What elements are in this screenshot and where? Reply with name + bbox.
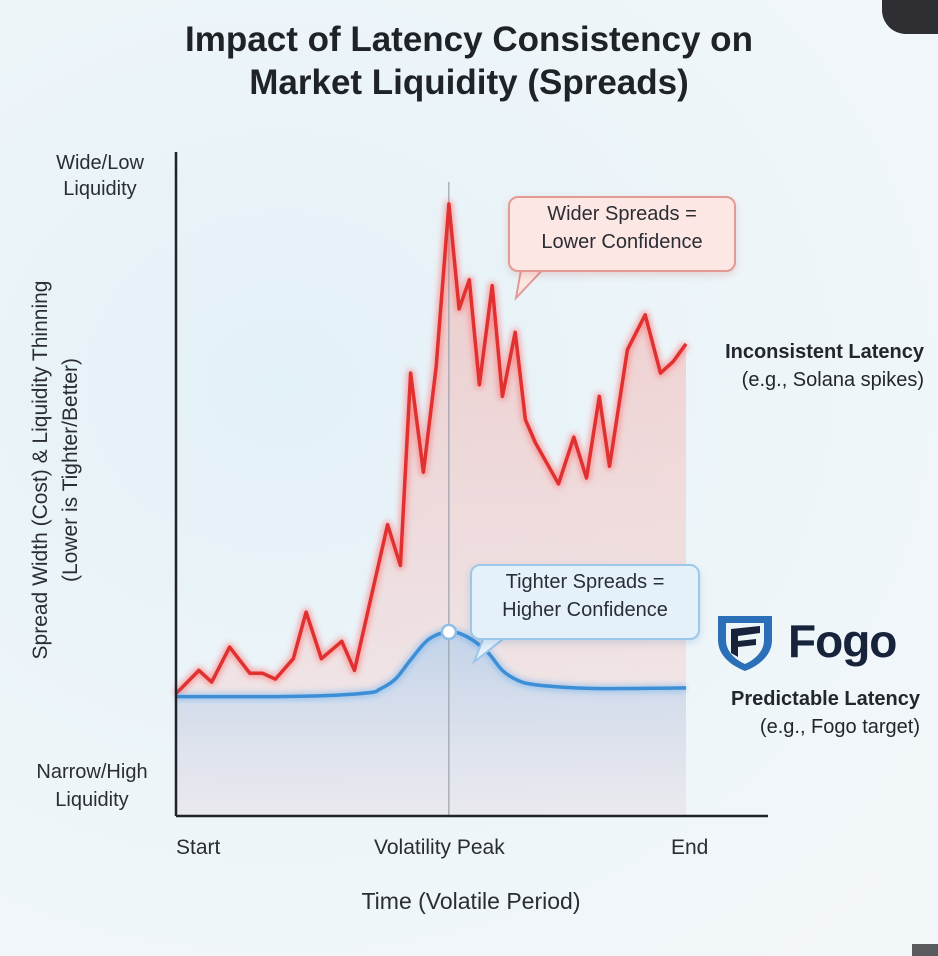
y-axis-top-label-line-1: Wide/Low: [56, 152, 144, 174]
callout-tighter-spreads-line-2: Higher Confidence: [502, 599, 668, 621]
fogo-shield-icon: [718, 616, 772, 671]
series-label-predictable: Predictable Latency (e.g., Fogo target): [731, 685, 920, 741]
predictable-latency-line: [176, 630, 687, 699]
chart-title: Impact of Latency Consistency on Market …: [0, 18, 938, 104]
series-subtitle-inconsistent: (e.g., Solana spikes): [741, 369, 924, 391]
series-name-inconsistent: Inconsistent Latency: [725, 341, 924, 363]
y-axis-bottom-label: Narrow/High Liquidity: [12, 758, 172, 814]
x-axis-title: Time (Volatile Period): [361, 888, 581, 914]
y-axis-title-line-1: Spread Width (Cost) & Liquidity Thinning: [29, 280, 52, 660]
x-tick-end: End: [671, 836, 709, 859]
window-corner-control: [882, 0, 938, 34]
fogo-brand-name: Fogo: [788, 615, 897, 667]
inconsistent-latency-area: [176, 204, 686, 816]
chart-title-line-2: Market Liquidity (Spreads): [249, 63, 689, 102]
series-subtitle-predictable: (e.g., Fogo target): [759, 716, 920, 738]
callout-wider-spreads: Wider Spreads = Lower Confidence: [508, 196, 736, 272]
y-axis-title-line-2: (Lower is Tighter/Better): [59, 357, 82, 583]
callout-tighter-spreads-line-1: Tighter Spreads =: [505, 571, 665, 593]
fogo-brand: Fogo: [712, 610, 912, 674]
x-tick-start: Start: [176, 836, 221, 859]
y-axis-top-label: Wide/Low Liquidity: [30, 150, 170, 202]
y-axis-top-label-line-2: Liquidity: [63, 178, 137, 200]
chart-title-line-1: Impact of Latency Consistency on: [185, 20, 753, 59]
window-corner-edge: [912, 944, 938, 956]
predictable-latency-area: [176, 631, 686, 816]
series-label-inconsistent: Inconsistent Latency (e.g., Solana spike…: [725, 338, 924, 394]
y-axis-bottom-label-line-2: Liquidity: [55, 789, 129, 811]
inconsistent-latency-line: [174, 202, 688, 695]
y-axis-bottom-label-line-1: Narrow/High: [36, 761, 148, 783]
predictable-latency-peak-marker: [440, 623, 458, 641]
x-tick-volatility-peak: Volatility Peak: [374, 836, 505, 859]
callout-wider-spreads-line-2: Lower Confidence: [541, 231, 703, 253]
series-name-predictable: Predictable Latency: [731, 688, 920, 710]
callout-wider-spreads-line-1: Wider Spreads =: [547, 203, 697, 225]
callout-tighter-spreads: Tighter Spreads = Higher Confidence: [470, 564, 700, 640]
